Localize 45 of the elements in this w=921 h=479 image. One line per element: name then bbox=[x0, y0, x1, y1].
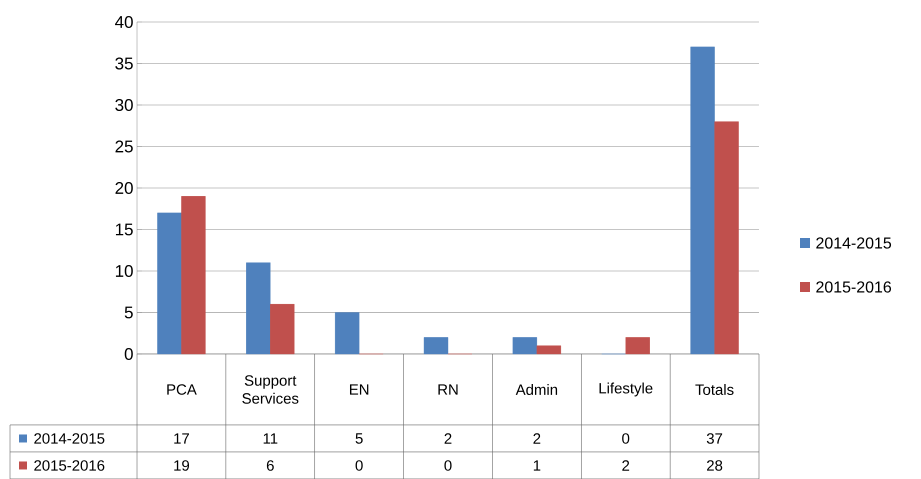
data-label: 28 bbox=[707, 460, 722, 471]
data-label: 19 bbox=[174, 460, 190, 471]
legend-label: 2015-2016 bbox=[816, 281, 892, 292]
bar bbox=[626, 337, 650, 354]
y-tick-label: 10 bbox=[116, 264, 133, 277]
y-tick-label: 30 bbox=[115, 98, 133, 111]
bar bbox=[270, 304, 294, 354]
text: 2014-2015 bbox=[816, 237, 892, 248]
bar bbox=[157, 212, 182, 354]
data-label: 0 bbox=[622, 433, 630, 444]
bar bbox=[181, 196, 206, 354]
data-label: 2 bbox=[622, 460, 630, 471]
bar bbox=[714, 121, 739, 354]
data-label: 5 bbox=[356, 433, 363, 444]
bar bbox=[334, 312, 360, 354]
y-tick-label: 35 bbox=[115, 57, 133, 70]
y-tick-label: 25 bbox=[116, 140, 133, 152]
x-tick-label: PCA bbox=[167, 384, 197, 395]
bar bbox=[690, 46, 715, 354]
data-label: 1 bbox=[534, 460, 540, 470]
data-label: 37 bbox=[706, 433, 722, 444]
data-label: 2 bbox=[444, 433, 452, 444]
text: 2015-2016 bbox=[34, 460, 104, 471]
data-label: 11 bbox=[264, 433, 278, 444]
x-tick-label: Admin bbox=[516, 384, 558, 395]
y-tick-label: 15 bbox=[116, 223, 133, 236]
data-label: 17 bbox=[174, 433, 189, 444]
x-tick-label: Lifestyle bbox=[600, 382, 652, 396]
bar bbox=[246, 262, 270, 354]
y-tick-label: 40 bbox=[115, 16, 133, 28]
x-tick-label: Totals bbox=[695, 384, 734, 395]
data-label: 0 bbox=[356, 460, 363, 471]
data-label: 2 bbox=[533, 433, 540, 444]
y-tick-label: 0 bbox=[124, 348, 133, 360]
x-tick-label: Support Services bbox=[242, 375, 298, 404]
bar bbox=[424, 337, 448, 354]
y-tick-label: 5 bbox=[124, 306, 133, 318]
data-label: 0 bbox=[444, 460, 452, 471]
legend-label: 2014-2015 bbox=[34, 433, 104, 444]
bar bbox=[512, 337, 538, 354]
x-tick-label: RN bbox=[438, 384, 458, 394]
y-tick-label: 20 bbox=[116, 182, 133, 194]
x-tick-label: EN bbox=[350, 384, 368, 394]
bar bbox=[536, 345, 562, 354]
data-label: 6 bbox=[266, 460, 274, 471]
